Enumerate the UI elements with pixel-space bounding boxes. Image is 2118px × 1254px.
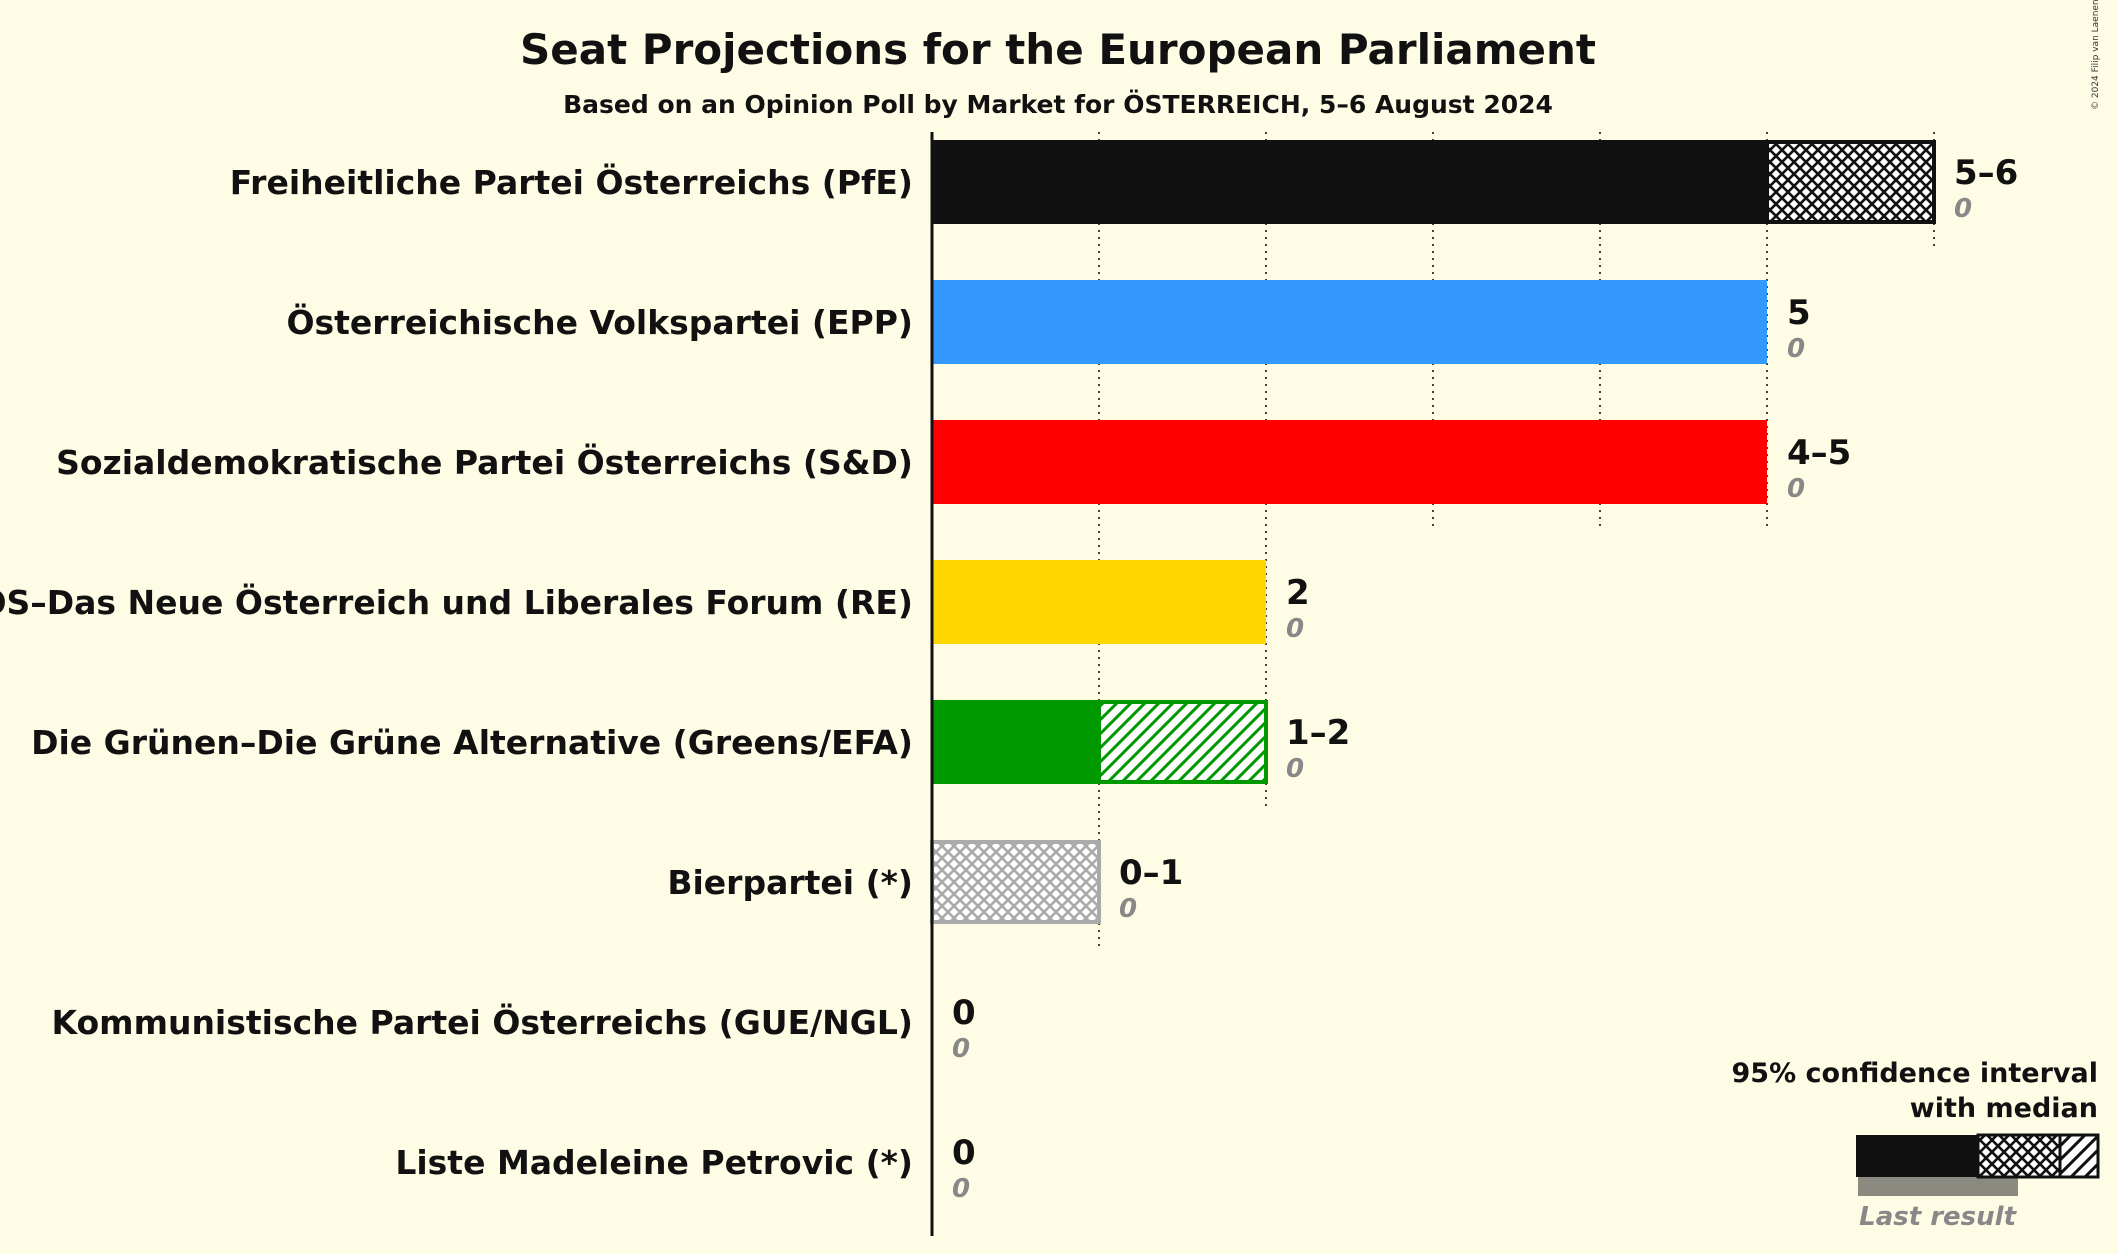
chart-subtitle: Based on an Opinion Poll by Market for Ö… [563, 89, 1553, 119]
party-label-1: Österreichische Volkspartei (EPP) [286, 302, 913, 342]
party-label-7: Liste Madeleine Petrovic (*) [395, 1143, 913, 1182]
bar-ci-5 [930, 840, 1101, 924]
bar-ci-4 [1097, 700, 1268, 784]
range-label-7: 0 [952, 1133, 976, 1173]
last-result-label-5: 0 [1119, 894, 1137, 924]
legend: 95% confidence interval with median Last… [1732, 1058, 2100, 1232]
range-label-4: 1–2 [1286, 713, 1350, 753]
last-result-label-0: 0 [1954, 194, 1972, 224]
legend-last-result-label: Last result [1859, 1202, 2017, 1232]
last-result-label-2: 0 [1787, 474, 1805, 504]
range-label-6: 0 [952, 993, 976, 1033]
range-label-2: 4–5 [1787, 433, 1851, 473]
bars [930, 140, 1936, 924]
copyright-notice: © 2024 Filip van Laenen [2091, 0, 2101, 110]
bar-median-1 [932, 280, 1767, 364]
bar-median-0 [932, 140, 1767, 224]
legend-ci-cross-swatch [1976, 1133, 2062, 1179]
gridlines [1098, 132, 1935, 950]
party-label-0: Freiheitliche Partei Österreichs (PfE) [230, 162, 913, 202]
legend-line-2: with median [1910, 1093, 2098, 1124]
bar-ci-0 [1765, 140, 1936, 224]
range-label-0: 5–6 [1954, 153, 2018, 193]
last-result-label-1: 0 [1787, 334, 1805, 364]
party-label-5: Bierpartei (*) [667, 863, 913, 902]
bar-median-3 [932, 560, 1266, 644]
party-label-4: Die Grünen–Die Grüne Alternative (Greens… [31, 723, 913, 762]
range-label-3: 2 [1286, 573, 1310, 613]
range-label-1: 5 [1787, 293, 1811, 333]
bar-median-4 [932, 700, 1099, 784]
legend-median-swatch [1856, 1135, 1978, 1177]
legend-ci-diag-swatch [2058, 1133, 2100, 1179]
party-label-3: NEOS–Das Neue Österreich und Liberales F… [0, 582, 913, 622]
labels: Freiheitliche Partei Österreichs (PfE) 5–… [0, 153, 2018, 1204]
legend-line-1: 95% confidence interval [1732, 1058, 2098, 1089]
bar-median-2 [932, 420, 1767, 504]
last-result-label-3: 0 [1286, 614, 1304, 644]
range-label-5: 0–1 [1119, 853, 1183, 893]
chart-title: Seat Projections for the European Parlia… [520, 25, 1596, 74]
last-result-label-7: 0 [952, 1174, 970, 1204]
party-label-2: Sozialdemokratische Partei Österreichs (… [56, 442, 913, 482]
last-result-label-6: 0 [952, 1034, 970, 1064]
last-result-label-4: 0 [1286, 754, 1304, 784]
party-label-6: Kommunistische Partei Österreichs (GUE/N… [52, 1002, 913, 1042]
